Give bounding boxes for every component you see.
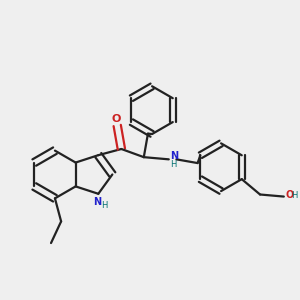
Text: N: N bbox=[93, 197, 101, 207]
Text: H: H bbox=[292, 190, 298, 200]
Text: O: O bbox=[111, 114, 120, 124]
Text: N: N bbox=[170, 151, 178, 161]
Text: H: H bbox=[170, 160, 177, 169]
Text: O: O bbox=[285, 190, 294, 200]
Text: H: H bbox=[100, 201, 107, 210]
